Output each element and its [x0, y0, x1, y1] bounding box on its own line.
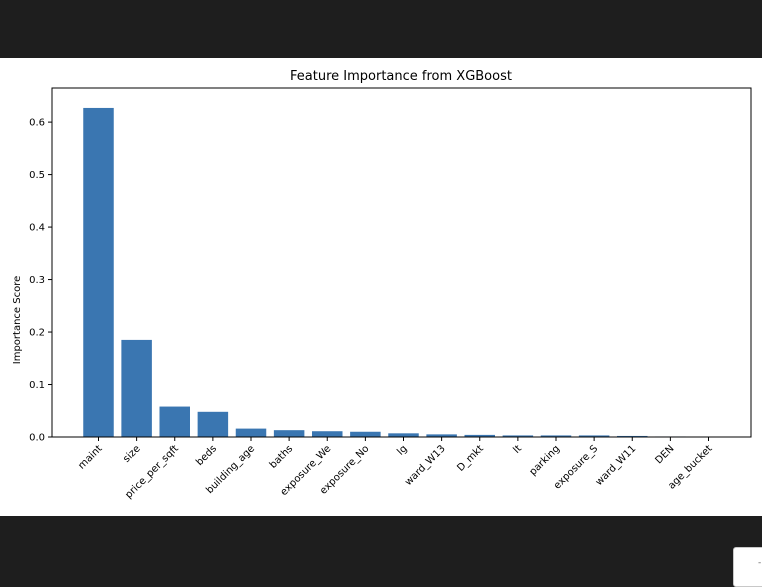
bar-size: [121, 340, 152, 437]
output-cell: Feature Importance from XGBoost Importan…: [0, 58, 762, 516]
output-corner-widget[interactable]: -: [733, 547, 762, 587]
minimize-icon[interactable]: -: [758, 558, 761, 568]
x-tick-label: maint: [76, 443, 104, 471]
y-tick-label: 0.2: [29, 328, 45, 339]
bar-exposure-we: [312, 431, 343, 437]
bar-baths: [274, 430, 305, 437]
y-tick-label: 0.1: [29, 380, 45, 391]
bar-maint: [83, 108, 114, 437]
x-tick-label: beds: [194, 443, 219, 468]
y-tick-label: 0.4: [29, 223, 45, 234]
bar-price-per-sqft: [160, 407, 191, 437]
x-tick-label: lt: [511, 443, 524, 456]
y-axis-label: Importance Score: [12, 276, 23, 365]
bar-lg: [388, 433, 419, 437]
x-tick-label: lg: [395, 443, 409, 457]
bar-beds: [198, 412, 229, 437]
y-tick-label: 0.3: [29, 275, 45, 286]
plot-frame: [52, 88, 751, 437]
y-tick-label: 0.0: [29, 433, 45, 444]
chart-title: Feature Importance from XGBoost: [290, 69, 512, 84]
x-tick-label: baths: [268, 443, 296, 471]
x-tick-label: parking: [528, 443, 563, 478]
y-axis-ticks: 0.0 0.1 0.2 0.3 0.4 0.5 0.6: [29, 118, 52, 444]
x-tick-label: ward_W11: [594, 443, 639, 488]
x-tick-label: DEN: [654, 443, 677, 466]
bar-building-age: [236, 429, 267, 437]
bars-group: [83, 108, 724, 437]
x-tick-label: ward_W13: [403, 443, 448, 488]
bar-chart: Feature Importance from XGBoost Importan…: [0, 58, 762, 516]
y-tick-label: 0.5: [29, 170, 45, 181]
x-tick-label: size: [121, 443, 142, 464]
x-tick-label: D_mkt: [455, 443, 486, 474]
y-tick-label: 0.6: [29, 118, 45, 129]
bar-exposure-no: [350, 432, 381, 437]
